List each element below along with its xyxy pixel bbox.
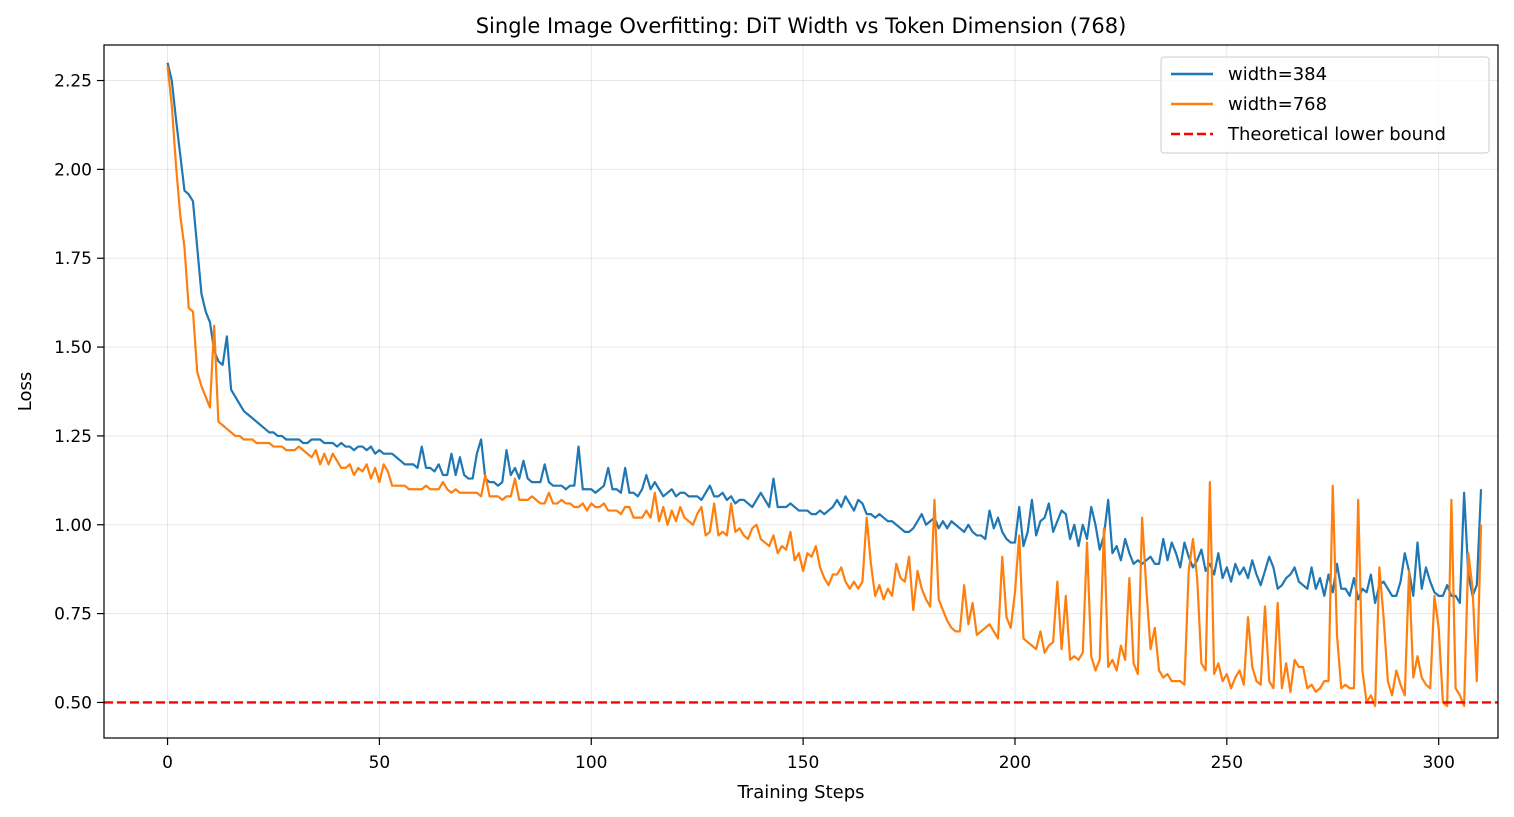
y-tick-label: 1.00 (54, 516, 92, 536)
y-tick-label: 1.25 (54, 427, 92, 447)
x-tick-label: 0 (162, 753, 173, 773)
x-tick-label: 100 (575, 753, 607, 773)
x-tick-label: 250 (1211, 753, 1243, 773)
y-tick-label: 2.00 (54, 160, 92, 180)
x-ticks: 0 50 100 150 200 250 300 (162, 738, 1455, 773)
legend-label: width=768 (1228, 94, 1327, 115)
legend: width=384 width=768 Theoretical lower boun… (1160, 56, 1490, 154)
series-line-width-384 (166, 62, 1483, 605)
x-tick-label: 300 (1422, 753, 1454, 773)
y-axis-label: Loss (15, 372, 36, 411)
series-lines (104, 62, 1498, 708)
x-tick-label: 200 (999, 753, 1031, 773)
legend-label: width=384 (1228, 64, 1327, 85)
x-axis-label: Training Steps (736, 782, 864, 803)
y-tick-label: 1.50 (54, 338, 92, 358)
y-tick-label: 2.25 (54, 72, 92, 92)
x-tick-label: 150 (787, 753, 819, 773)
plot-frame (103, 44, 1499, 739)
series-line-width-768 (166, 66, 1483, 708)
grid (104, 45, 1498, 738)
y-tick-label: 1.75 (54, 249, 92, 269)
legend-box (1160, 56, 1490, 154)
chart-title: Single Image Overfitting: DiT Width vs T… (476, 14, 1127, 38)
y-tick-label: 0.75 (54, 605, 92, 625)
legend-label: Theoretical lower bound (1227, 124, 1446, 145)
y-ticks: 0.50 0.75 1.00 1.25 1.50 1.75 2.00 2.25 (54, 72, 104, 713)
y-tick-label: 0.50 (54, 693, 92, 713)
x-tick-label: 50 (369, 753, 391, 773)
